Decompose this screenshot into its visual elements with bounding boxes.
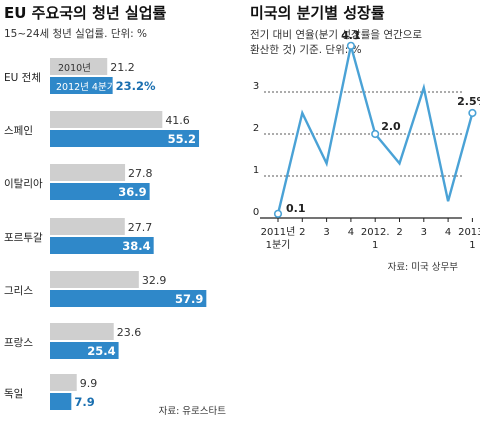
us-growth-line-chart: 미국의 분기별 성장률 전기 대비 연율(분기 성장률을 연간으로 환산한 것)…: [250, 4, 480, 273]
bar-2012q4: [50, 393, 72, 410]
bar-2010: [50, 323, 114, 340]
value-label-2012q4: 36.9: [118, 185, 146, 199]
youth-unemployment-panel: EU 주요국의 청년 실업률 15~24세 청년 실업률. 단위: % EU 전…: [0, 0, 232, 424]
category-label: 독일: [4, 387, 23, 400]
line-chart-subtitle-line2: 환산한 것) 기준. 단위: %: [250, 43, 362, 56]
data-point-label: 2.5%: [457, 95, 480, 108]
x-tick-label: 2011년: [261, 226, 296, 238]
bar-2010: [50, 58, 108, 75]
x-tick-label: 2: [396, 227, 402, 238]
bar-2012q4: [50, 237, 154, 254]
data-point: [468, 108, 477, 118]
line-chart-source: 자료: 미국 상무부: [388, 262, 459, 273]
category-label: 이탈리아: [4, 177, 43, 190]
bar-chart-source: 자료: 유로스타트: [159, 406, 227, 417]
bar-chart-title: EU 주요국의 청년 실업률: [4, 4, 166, 22]
bar-chart-subtitle: 15~24세 청년 실업률. 단위: %: [4, 27, 147, 40]
line-chart-subtitle-line1: 전기 대비 연율(분기 성장률을 연간으로: [250, 29, 422, 41]
x-tick-label: 4: [348, 227, 354, 238]
data-point-label: 2.0: [381, 120, 401, 133]
x-tick-label: 2013.: [458, 227, 480, 238]
x-tick-sublabel: 1분기: [266, 239, 291, 251]
x-tick-label: 2: [299, 227, 305, 238]
value-label-2010: 27.7: [128, 221, 153, 234]
x-tick-label: 4: [445, 227, 451, 238]
bar-2012q4: [50, 77, 113, 94]
value-label-2012q4: 55.2: [168, 132, 196, 146]
bar-2012q4: [50, 130, 200, 147]
x-tick-sublabel: 1: [469, 240, 475, 251]
x-tick-sublabel: 1: [372, 240, 378, 251]
bar-2010: [50, 218, 125, 235]
category-label: 스페인: [4, 125, 33, 137]
growth-series-line: [276, 45, 474, 215]
value-label-2012q4: 38.4: [122, 239, 150, 253]
x-tick-label: 2012.: [361, 227, 390, 238]
y-tick-label: 2: [253, 123, 259, 134]
data-point: [273, 209, 283, 218]
legend-2012q4-label: 2012년 4분기: [56, 82, 115, 93]
line-chart-title: 미국의 분기별 성장률: [250, 4, 385, 22]
value-label-2012q4: 25.4: [87, 344, 115, 358]
x-tick-label: 3: [323, 227, 329, 238]
category-label: EU 전체: [4, 72, 41, 84]
bar-2010: [50, 164, 126, 181]
x-tick-label: 3: [421, 227, 427, 238]
value-label-2010: 9.9: [80, 377, 98, 390]
y-tick-label: 1: [253, 165, 259, 176]
y-tick-label: 3: [253, 81, 259, 92]
value-label-2012q4: 7.9: [74, 395, 94, 409]
value-label-2012q4: 23.2%: [116, 79, 156, 93]
bar-2010: [50, 374, 77, 391]
value-label-2010: 32.9: [142, 274, 167, 287]
line-plot: 0.1 4.1 2.0 2.5%: [273, 29, 480, 218]
value-label-2010: 21.2: [110, 61, 134, 74]
value-label-2010: 23.6: [117, 326, 142, 339]
category-label: 그리스: [4, 285, 33, 297]
bar-2012q4: [50, 342, 119, 359]
value-label-2010: 27.8: [128, 167, 153, 180]
us-growth-panel: 미국의 분기별 성장률 전기 대비 연율(분기 성장률을 연간으로 환산한 것)…: [236, 0, 480, 424]
youth-unemployment-bar-chart: EU 주요국의 청년 실업률 15~24세 청년 실업률. 단위: % EU 전…: [4, 4, 227, 417]
y-tick-label: 0: [253, 207, 259, 218]
bar-2012q4: [50, 290, 207, 307]
data-point: [346, 41, 355, 50]
category-label: 포르투갈: [4, 231, 43, 244]
bar-2010: [50, 271, 139, 288]
legend-2010-label: 2010년: [58, 63, 91, 74]
value-label-2012q4: 57.9: [175, 292, 203, 306]
data-point-label: 0.1: [286, 202, 306, 215]
category-label: 프랑스: [4, 337, 33, 349]
value-label-2010: 41.6: [165, 114, 190, 127]
bar-2010: [50, 111, 163, 128]
bar-2012q4: [50, 183, 150, 200]
data-point-label: 4.1: [341, 29, 361, 42]
data-point: [371, 129, 380, 139]
